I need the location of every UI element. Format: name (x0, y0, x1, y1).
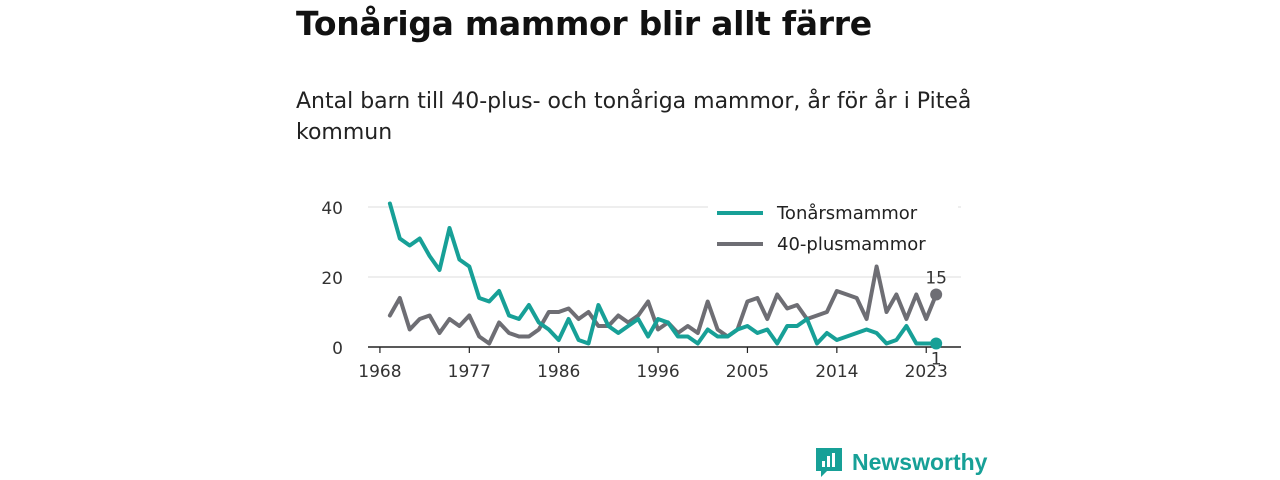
legend-label: 40-plusmammor (777, 234, 926, 255)
series-line-40-plusmammor (387, 264, 939, 346)
end-point-tonårsmammor (930, 337, 943, 350)
x-tick-label: 2014 (815, 362, 858, 382)
x-tick-label: 1996 (636, 362, 679, 382)
x-tick-label: 1968 (358, 362, 401, 382)
x-tick-label: 1977 (448, 362, 491, 382)
chart-subtitle: Antal barn till 40-plus- och tonåriga ma… (296, 89, 972, 145)
newsworthy-logo-icon (816, 448, 842, 477)
end-label-tonårsmammor: 1 (931, 350, 942, 370)
x-tick-label: 2023 (905, 362, 948, 382)
series-line-tonårsmammor (387, 201, 939, 346)
line-chart: 0 20 40 1968 1977 1986 1996 2005 2014 2023 15 1 Tonå… (321, 199, 961, 382)
chart-title: Tonåriga mammor blir allt färre (296, 4, 872, 43)
end-label-40-plusmammor: 15 (925, 269, 947, 289)
x-tick-label: 2005 (726, 362, 769, 382)
y-tick-label: 40 (321, 199, 343, 219)
brand-name: Newsworthy (852, 448, 988, 475)
end-point-40-plusmammor (930, 288, 943, 301)
x-tick-label: 1986 (537, 362, 580, 382)
legend: Tonårsmammor 40-plusmammor (708, 200, 958, 257)
y-tick-label: 0 (332, 339, 343, 359)
brand-logo: Newsworthy (814, 446, 987, 478)
y-tick-label: 20 (321, 269, 343, 289)
legend-label: Tonårsmammor (776, 203, 918, 224)
